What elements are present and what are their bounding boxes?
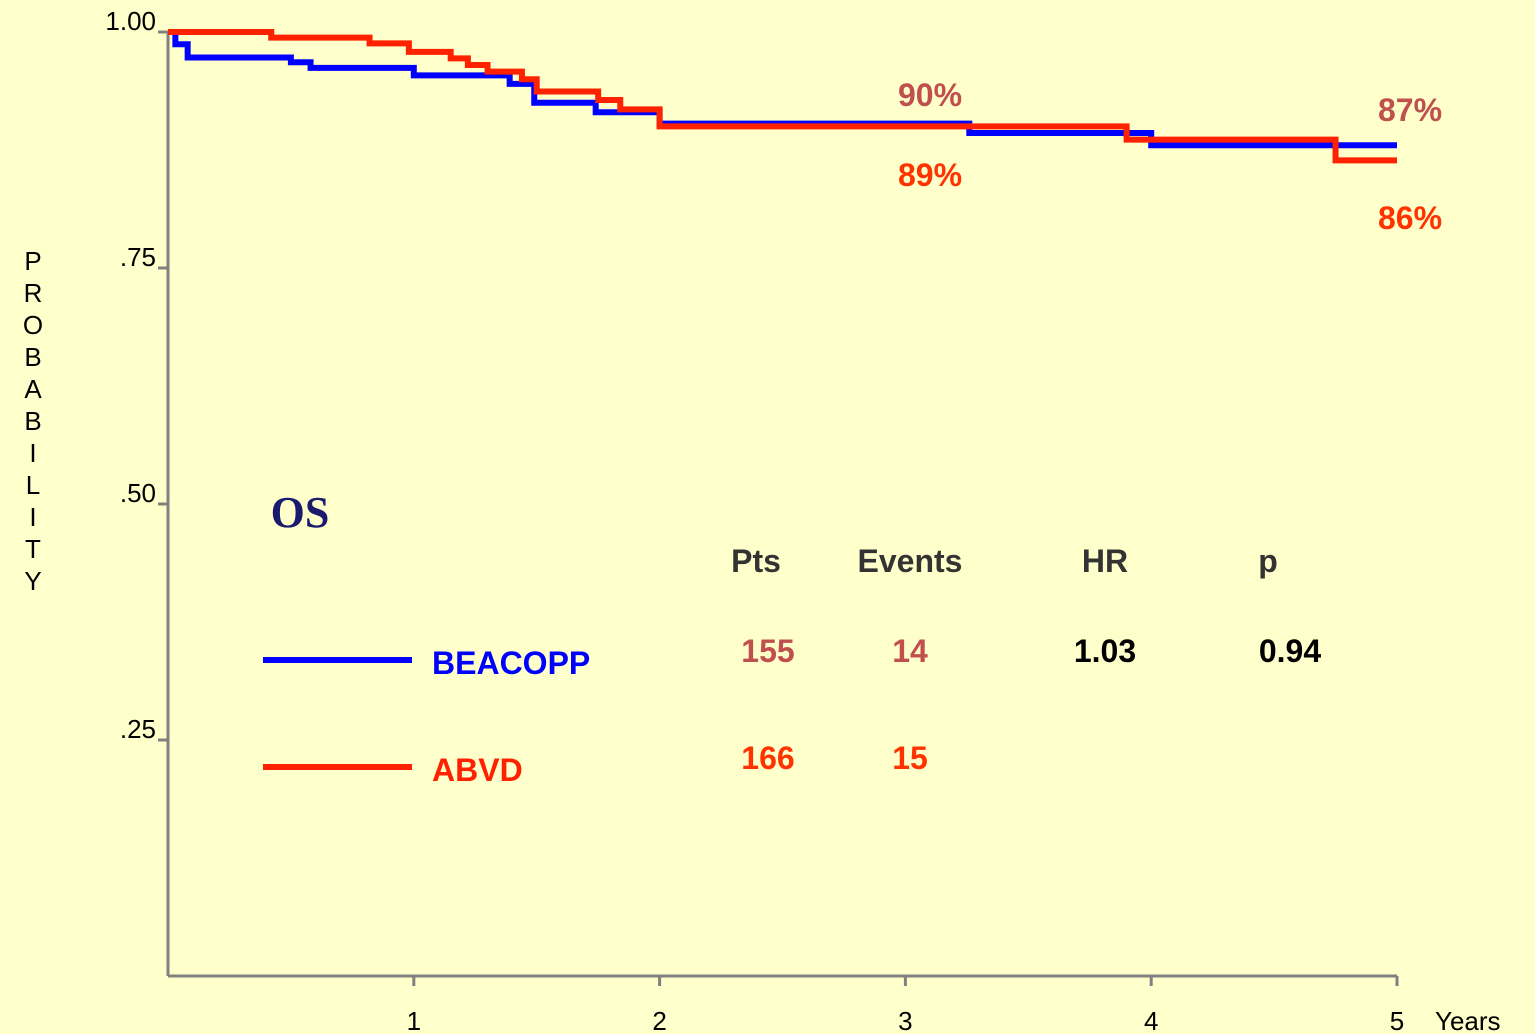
x-tick-label: 2: [652, 1006, 666, 1034]
y-axis-label: PROBABILITY: [18, 246, 48, 598]
table-cell: 15: [892, 740, 928, 776]
table-header: Events: [858, 543, 963, 579]
table-cell: 0.94: [1259, 633, 1321, 669]
table-header: Pts: [731, 543, 781, 579]
x-tick-label: 3: [898, 1006, 912, 1034]
table-cell: 14: [892, 633, 928, 669]
x-tick-label: 5: [1390, 1006, 1404, 1034]
x-axis-label: Years: [1435, 1006, 1501, 1034]
chart-title: OS: [271, 488, 330, 537]
survival-curve: [168, 29, 1397, 164]
y-tick-label: .75: [120, 242, 156, 272]
table-header: p: [1258, 543, 1278, 579]
legend-label: ABVD: [432, 752, 523, 788]
annotation: 89%: [898, 157, 962, 193]
table-cell: 1.03: [1074, 633, 1136, 669]
y-tick-label: .50: [120, 478, 156, 508]
annotation: 90%: [898, 77, 962, 113]
annotation: 86%: [1378, 200, 1442, 236]
table-header: HR: [1082, 543, 1128, 579]
annotation: 87%: [1378, 92, 1442, 128]
y-tick-label: .25: [120, 714, 156, 744]
y-tick-label: 1.00: [105, 6, 156, 36]
legend-label: BEACOPP: [432, 645, 590, 681]
table-cell: 166: [741, 740, 794, 776]
x-tick-label: 1: [407, 1006, 421, 1034]
table-cell: 155: [741, 633, 794, 669]
x-tick-label: 4: [1144, 1006, 1158, 1034]
